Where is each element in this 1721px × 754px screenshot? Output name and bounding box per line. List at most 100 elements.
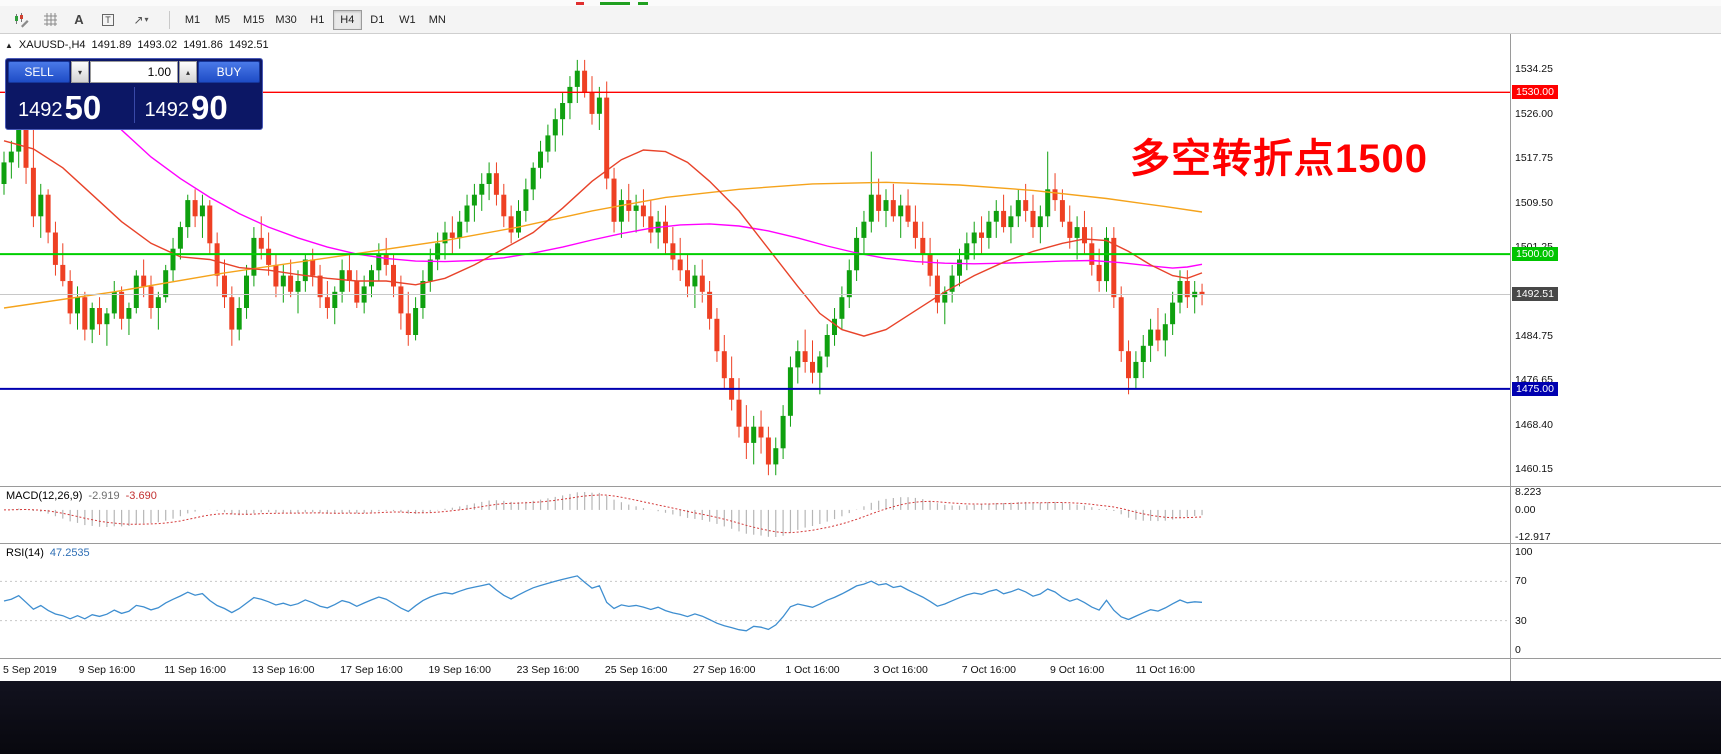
macd-signal-value: -3.690 <box>125 490 157 502</box>
ma-slow-orange <box>3 181 1203 309</box>
rsi-axis-label: 70 <box>1515 575 1527 588</box>
chevron-down-icon: ▾ <box>144 15 149 24</box>
time-axis-label[interactable]: 9 Sep 16:00 <box>78 664 136 676</box>
time-axis-label[interactable]: 27 Sep 16:00 <box>693 664 756 676</box>
timeframe-h1[interactable]: H1 <box>310 13 325 26</box>
price-axis-label: 1509.50 <box>1515 196 1553 209</box>
toolbar-separator <box>169 10 170 29</box>
timeframe-mn[interactable]: MN <box>428 13 446 26</box>
macd-axis-label: 8.223 <box>1515 486 1542 498</box>
buy-button[interactable]: BUY <box>198 61 260 83</box>
price-chart-area[interactable]: ▲ XAUUSD-,H4 1491.89 1493.02 1491.86 149… <box>0 34 1721 486</box>
chart-annotation: 多空转折点1500 <box>1130 137 1428 181</box>
timeframe-m15[interactable]: M15 <box>243 13 265 26</box>
candles-pencil-icon <box>15 12 29 28</box>
cropped-top-row <box>0 0 1721 6</box>
rsi-value: 47.2535 <box>49 547 90 559</box>
time-axis-label[interactable]: 17 Sep 16:00 <box>340 664 403 676</box>
price-axis-label: 1468.40 <box>1515 418 1553 431</box>
time-axis[interactable]: 5 Sep 2019 9 Sep 16:00 11 Sep 16:00 13 Sep … <box>0 658 1721 681</box>
rsi-panel[interactable]: RSI(14) 47.2535 100 70 30 0 <box>0 543 1721 658</box>
rsi-label: RSI(14) 47.2535 <box>6 547 90 559</box>
macd-panel[interactable]: MACD(12,26,9) -2.919 -3.690 8.223 0.00 -12… <box>0 486 1721 543</box>
price-axis-label: 1484.75 <box>1515 330 1553 343</box>
macd-axis-label: -12.917 <box>1515 531 1551 543</box>
buy-price-pips: 90 <box>191 89 228 126</box>
time-axis-label[interactable]: 11 Sep 16:00 <box>164 664 226 676</box>
time-axis-label[interactable]: 13 Sep 16:00 <box>252 664 315 676</box>
macd-label: MACD(12,26,9) -2.919 -3.690 <box>6 490 157 502</box>
price-axis-label: 1534.25 <box>1515 63 1553 76</box>
main-toolbar: A T ↗ ▾ M1 M5 M15 M30 H1 H4 D1 W1 MN <box>0 6 1721 34</box>
rsi-axis[interactable]: 100 70 30 0 <box>1510 544 1721 658</box>
time-axis-label[interactable]: 1 Oct 16:00 <box>785 664 840 676</box>
time-axis-label[interactable]: 23 Sep 16:00 <box>516 664 580 676</box>
price-badge-1530.00: 1530.00 <box>1512 85 1558 100</box>
macd-axis-label: 0.00 <box>1515 503 1536 516</box>
macd-histogram <box>10 492 1203 537</box>
text-tool-icon: A <box>74 12 84 27</box>
macd-chart[interactable] <box>0 487 1510 543</box>
macd-signal-line <box>3 494 1203 534</box>
buy-price-display[interactable]: 1492 90 <box>135 83 261 127</box>
chevron-up-icon: ▴ <box>185 67 190 77</box>
time-axis-label[interactable]: 7 Oct 16:00 <box>961 664 1017 676</box>
shapes-dropdown-button[interactable]: ↗ ▾ <box>124 9 158 31</box>
rsi-chart[interactable] <box>0 544 1510 658</box>
rsi-line <box>3 575 1203 632</box>
rsi-axis-label: 30 <box>1515 614 1527 627</box>
shapes-tool-icon: ↗ <box>133 12 144 27</box>
time-axis-label[interactable]: 11 Oct 16:00 <box>1135 664 1195 676</box>
sell-price-main: 1492 <box>18 99 63 121</box>
rsi-name: RSI(14) <box>6 547 44 559</box>
sell-price-display[interactable]: 1492 50 <box>8 83 134 127</box>
volume-up-button[interactable]: ▴ <box>179 61 197 83</box>
rsi-axis-label: 100 <box>1515 546 1533 558</box>
price-axis-label: 1460.15 <box>1515 463 1553 475</box>
sell-price-pips: 50 <box>64 89 102 126</box>
buy-price-main: 1492 <box>144 99 190 121</box>
text-label-icon: T <box>102 13 114 26</box>
timeframe-toolbar: M1 M5 M15 M30 H1 H4 D1 W1 MN <box>178 9 453 30</box>
cropped-ui-fragment <box>638 2 648 5</box>
timeframe-h4[interactable]: H4 <box>332 9 362 30</box>
price-axis-label: 1526.00 <box>1515 107 1553 120</box>
time-axis-label[interactable]: 9 Oct 16:00 <box>1049 664 1105 676</box>
price-axis-label: 1517.75 <box>1515 152 1553 165</box>
indicators-tool-button[interactable] <box>8 9 34 31</box>
ohlc-high: 1493.02 <box>137 39 178 51</box>
ma-mid-magenta <box>62 59 1203 269</box>
ohlc-low: 1491.86 <box>183 39 223 51</box>
ma-fast-red <box>3 140 1203 337</box>
volume-input[interactable] <box>90 61 178 83</box>
price-axis[interactable]: 1534.251526.001517.751509.501501.251484.… <box>1510 34 1721 486</box>
time-axis-label[interactable]: 19 Sep 16:00 <box>428 664 491 676</box>
text-label-tool-button[interactable]: T <box>95 9 121 31</box>
sell-button[interactable]: SELL <box>8 61 70 83</box>
rsi-axis-label: 0 <box>1515 644 1521 656</box>
grid-icon <box>43 13 57 26</box>
timeframe-m30[interactable]: M30 <box>275 13 297 26</box>
macd-axis[interactable]: 8.223 0.00 -12.917 <box>1510 486 1721 543</box>
one-click-trade-panel: SELL ▾ ▴ BUY 1492 50 1492 90 <box>5 58 263 130</box>
price-divider <box>133 87 135 123</box>
grid-tool-button[interactable] <box>37 9 63 31</box>
timeframe-m1[interactable]: M1 <box>184 13 201 26</box>
timeframe-d1[interactable]: D1 <box>370 13 385 26</box>
symbol-marker-icon: ▲ <box>5 40 13 50</box>
price-badge-1492.51: 1492.51 <box>1512 287 1558 302</box>
volume-dropdown-button[interactable]: ▾ <box>71 61 89 83</box>
time-axis-label[interactable]: 25 Sep 16:00 <box>604 664 668 676</box>
timeframe-m5[interactable]: M5 <box>214 13 231 26</box>
macd-name: MACD(12,26,9) <box>6 490 83 502</box>
candlestick-chart[interactable] <box>0 34 1510 486</box>
ohlc-open: 1491.89 <box>91 39 132 51</box>
ohlc-close: 1492.51 <box>228 39 269 51</box>
timeframe-w1[interactable]: W1 <box>399 13 416 26</box>
chart-ohlc-header: ▲ XAUUSD-,H4 1491.89 1493.02 1491.86 149… <box>5 39 269 51</box>
time-axis-right-spacer <box>1510 659 1721 681</box>
time-axis-label[interactable]: 5 Sep 2019 <box>3 664 57 676</box>
time-axis-label[interactable]: 3 Oct 16:00 <box>873 664 928 676</box>
text-tool-button[interactable]: A <box>66 9 92 31</box>
